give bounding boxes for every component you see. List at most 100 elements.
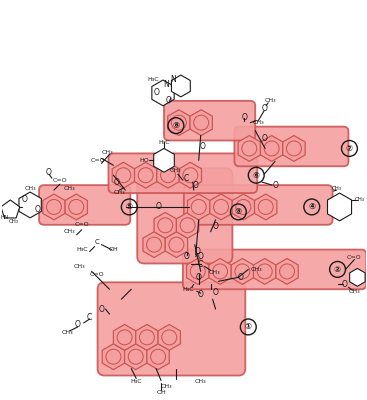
Text: O: O xyxy=(261,134,267,143)
Text: C=O: C=O xyxy=(347,255,362,260)
Text: O: O xyxy=(75,320,81,330)
Text: CH₃: CH₃ xyxy=(74,264,86,269)
Text: C: C xyxy=(198,260,203,269)
Polygon shape xyxy=(112,162,135,188)
Text: H₃C: H₃C xyxy=(182,287,194,292)
Polygon shape xyxy=(154,212,177,238)
Polygon shape xyxy=(65,194,87,220)
Polygon shape xyxy=(168,110,190,136)
Polygon shape xyxy=(113,324,136,350)
Text: O: O xyxy=(198,252,204,261)
Text: ③: ③ xyxy=(235,208,242,216)
Text: CH₃: CH₃ xyxy=(252,120,264,125)
Text: C=O: C=O xyxy=(90,158,105,163)
Polygon shape xyxy=(143,232,165,258)
Text: CH₃: CH₃ xyxy=(62,330,74,335)
Text: O: O xyxy=(166,96,172,105)
Text: C=O: C=O xyxy=(75,222,89,227)
Polygon shape xyxy=(165,232,188,258)
Text: O: O xyxy=(261,104,267,113)
Polygon shape xyxy=(261,136,283,161)
Polygon shape xyxy=(254,258,276,284)
FancyBboxPatch shape xyxy=(235,127,348,166)
Text: CH₃: CH₃ xyxy=(170,168,182,173)
Text: O: O xyxy=(212,288,218,297)
Polygon shape xyxy=(135,162,157,188)
Polygon shape xyxy=(210,194,232,220)
Text: CH₃: CH₃ xyxy=(64,229,76,234)
Polygon shape xyxy=(136,324,158,350)
Text: ④: ④ xyxy=(308,202,315,212)
Text: O: O xyxy=(212,222,218,231)
Text: ①: ① xyxy=(245,322,252,332)
Polygon shape xyxy=(158,324,181,350)
Text: C=O: C=O xyxy=(89,272,104,277)
Text: ⑤: ⑤ xyxy=(126,202,133,212)
Polygon shape xyxy=(255,194,277,220)
Text: HO: HO xyxy=(139,158,149,163)
Text: CH₃: CH₃ xyxy=(331,186,342,190)
Polygon shape xyxy=(350,268,365,286)
Text: H₃C: H₃C xyxy=(130,379,142,384)
FancyBboxPatch shape xyxy=(98,282,245,376)
Text: CH₃: CH₃ xyxy=(349,289,360,294)
Text: CH₃: CH₃ xyxy=(160,384,172,389)
Text: OH: OH xyxy=(109,247,118,252)
Text: ⑧: ⑧ xyxy=(172,121,179,130)
Text: O: O xyxy=(21,196,27,204)
Text: CH₃: CH₃ xyxy=(195,379,207,384)
Text: H₃C: H₃C xyxy=(76,247,87,252)
Text: ⑦: ⑦ xyxy=(346,144,353,153)
FancyBboxPatch shape xyxy=(109,153,257,193)
Text: ②: ② xyxy=(334,265,341,274)
Text: OH: OH xyxy=(156,390,166,395)
Polygon shape xyxy=(209,258,231,284)
Text: N: N xyxy=(163,80,169,90)
Text: CH₃: CH₃ xyxy=(64,186,76,190)
Text: O: O xyxy=(153,88,159,97)
Polygon shape xyxy=(177,212,199,238)
Text: CH₃: CH₃ xyxy=(354,198,364,202)
Polygon shape xyxy=(231,258,254,284)
Text: O: O xyxy=(200,142,206,151)
Polygon shape xyxy=(43,194,65,220)
Polygon shape xyxy=(147,344,169,370)
Text: CH₃: CH₃ xyxy=(250,267,262,272)
Text: CH₃: CH₃ xyxy=(264,98,276,103)
Polygon shape xyxy=(327,193,352,221)
Text: C: C xyxy=(183,174,188,183)
FancyBboxPatch shape xyxy=(164,101,255,140)
Text: C: C xyxy=(87,312,92,322)
Polygon shape xyxy=(19,192,41,218)
Polygon shape xyxy=(188,194,210,220)
Polygon shape xyxy=(179,162,201,188)
Text: CH₃: CH₃ xyxy=(102,150,113,155)
Text: CH₃: CH₃ xyxy=(9,219,19,224)
Text: ⑥: ⑥ xyxy=(252,171,260,180)
Text: C: C xyxy=(94,239,99,245)
Text: H₃C: H₃C xyxy=(158,140,170,145)
Text: CH₃: CH₃ xyxy=(209,270,221,275)
Text: O: O xyxy=(237,273,243,282)
FancyBboxPatch shape xyxy=(183,250,366,289)
Text: O: O xyxy=(156,202,162,212)
Polygon shape xyxy=(232,194,255,220)
Text: O: O xyxy=(241,113,247,122)
Text: N: N xyxy=(170,74,176,84)
Polygon shape xyxy=(190,110,212,136)
Polygon shape xyxy=(1,200,20,218)
Polygon shape xyxy=(186,258,209,284)
Text: C=O: C=O xyxy=(52,178,67,183)
Text: O: O xyxy=(113,178,119,187)
FancyBboxPatch shape xyxy=(39,185,130,225)
FancyBboxPatch shape xyxy=(137,168,232,264)
Text: O: O xyxy=(99,304,105,314)
Polygon shape xyxy=(171,75,190,97)
Text: HN: HN xyxy=(0,215,8,220)
Text: CH₃: CH₃ xyxy=(24,186,36,190)
Text: O: O xyxy=(198,290,204,299)
Polygon shape xyxy=(276,258,298,284)
Text: O: O xyxy=(184,252,190,261)
Polygon shape xyxy=(152,80,174,106)
Polygon shape xyxy=(154,148,174,172)
